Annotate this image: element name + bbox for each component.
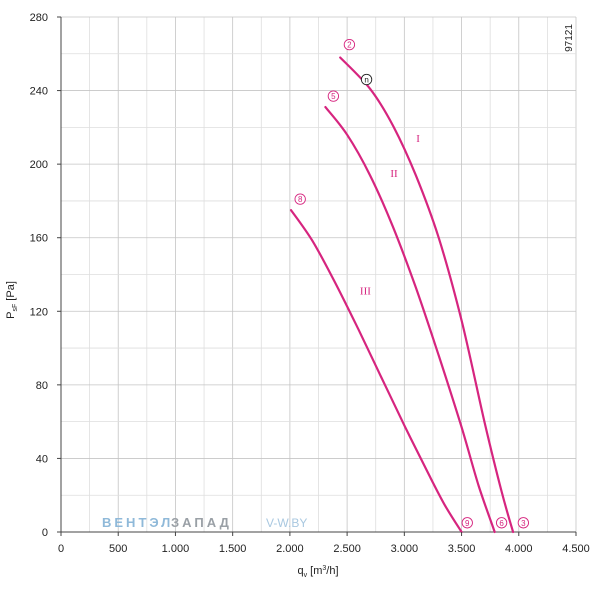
marker-label-3: 3 bbox=[521, 519, 526, 528]
x-axis-unit-pre: [m bbox=[307, 565, 322, 577]
y-axis-title: PsF [Pa] bbox=[5, 281, 19, 319]
x-tick-label: 3.500 bbox=[448, 543, 476, 555]
y-axis-label-sub: sF bbox=[12, 304, 19, 312]
series-label-II: II bbox=[390, 168, 398, 180]
tick-labels: 0 500 1.000 1.500 2.000 2.500 3.000 3.500 4.000 4… bbox=[30, 12, 590, 555]
markers: 2 5 8 9 6 3 n bbox=[294, 38, 530, 529]
n-marker-label: n bbox=[364, 76, 368, 85]
marker-label-9: 9 bbox=[465, 519, 470, 528]
series-line-II bbox=[324, 106, 496, 534]
marker-circle-3 bbox=[517, 517, 530, 529]
marker-circle-9 bbox=[461, 517, 473, 529]
y-tick-label: 120 bbox=[30, 306, 48, 318]
y-tick-label: 240 bbox=[30, 86, 48, 98]
marker-label-2: 2 bbox=[347, 41, 352, 50]
chart-code: 97121 bbox=[564, 24, 575, 52]
watermark-part2: ЗАПАД bbox=[171, 515, 232, 530]
x-axis-label: q bbox=[297, 565, 303, 577]
x-axis-title: qv [m3/h] bbox=[297, 565, 338, 579]
series-line-I bbox=[339, 56, 515, 534]
marker-circle-5 bbox=[327, 90, 340, 102]
marker-label-5: 5 bbox=[331, 92, 336, 101]
marker-label-8: 8 bbox=[298, 195, 303, 204]
x-axis-label-sub: v bbox=[304, 572, 308, 579]
marker-circle-6 bbox=[495, 517, 508, 529]
x-tick-label: 1.000 bbox=[162, 543, 190, 555]
watermark: ВЕНТЭЛ ЗАПАД V-W.BY bbox=[102, 515, 307, 530]
axes bbox=[60, 17, 576, 533]
x-tick-label: 4.000 bbox=[505, 543, 533, 555]
y-axis-unit: [Pa] bbox=[5, 281, 17, 304]
y-tick-label: 280 bbox=[30, 12, 48, 24]
y-tick-label: 40 bbox=[36, 453, 48, 465]
grid bbox=[60, 16, 577, 533]
marker-circle-8 bbox=[294, 193, 306, 205]
marker-label-6: 6 bbox=[499, 519, 504, 528]
y-tick-label: 160 bbox=[30, 233, 48, 245]
n-marker-circle bbox=[360, 73, 373, 86]
x-tick-label: 1.500 bbox=[219, 543, 247, 555]
series-label-I: I bbox=[416, 133, 420, 145]
watermark-part3: V-W.BY bbox=[266, 516, 307, 530]
watermark-part1: ВЕНТЭЛ bbox=[102, 515, 173, 530]
marker-circle-2 bbox=[343, 38, 356, 51]
y-tick-label: 0 bbox=[42, 527, 48, 539]
series-line-III bbox=[289, 209, 463, 534]
x-tick-label: 0 bbox=[58, 543, 64, 555]
y-tick-label: 80 bbox=[36, 380, 48, 392]
x-tick-label: 500 bbox=[109, 543, 127, 555]
x-axis-unit-sup: 3 bbox=[322, 565, 326, 572]
x-tick-label: 3.000 bbox=[391, 543, 419, 555]
x-tick-label: 2.500 bbox=[333, 543, 361, 555]
y-tick-label: 200 bbox=[30, 159, 48, 171]
x-tick-label: 4.500 bbox=[562, 543, 590, 555]
y-axis-label: P bbox=[5, 312, 17, 319]
x-tick-label: 2.000 bbox=[276, 543, 304, 555]
x-axis-unit-post: /h] bbox=[326, 565, 338, 577]
series-label-III: III bbox=[360, 286, 371, 298]
